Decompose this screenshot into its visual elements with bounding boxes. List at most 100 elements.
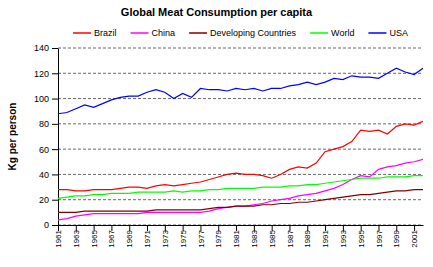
x-tick: 1987 [286, 225, 295, 248]
x-tick: 1999 [392, 225, 401, 248]
x-tick: 1965 [90, 225, 99, 248]
lines [58, 68, 423, 220]
x-tick: 1981 [232, 225, 241, 248]
y-axis: 0 20 40 60 80 100 120 140 [34, 43, 59, 230]
x-tick-label: 1989 [303, 229, 312, 247]
x-tick: 1969 [125, 225, 134, 248]
grid [58, 48, 423, 225]
y-tick: 120 [34, 69, 58, 79]
x-tick: 1971 [143, 225, 152, 248]
x-tick-label: 1971 [143, 229, 152, 247]
x-tick: 1977 [196, 225, 205, 248]
grid-line [58, 48, 423, 49]
legend-swatch [368, 32, 386, 34]
x-tick-label: 1973 [161, 229, 170, 247]
grid-line [58, 149, 423, 150]
legend: Brazil China Developing Countries World USA [73, 28, 408, 38]
y-tick-mark [52, 200, 58, 201]
y-tick-mark [52, 99, 58, 100]
legend-swatch [73, 32, 91, 34]
x-tick-label: 1979 [214, 229, 223, 247]
x-tick-label: 1965 [90, 229, 99, 247]
x-tick-label: 2001 [410, 229, 419, 247]
legend-label: World [331, 28, 354, 38]
x-tick-label: 1975 [179, 229, 188, 247]
legend-item: China [131, 28, 176, 38]
x-tick-label: 1967 [107, 229, 116, 247]
x-tick: 1989 [303, 225, 312, 248]
x-tick-label: 1983 [250, 229, 259, 247]
x-tick-label: 1995 [357, 229, 366, 247]
legend-label: Developing Countries [210, 28, 297, 38]
y-tick-mark [52, 48, 58, 49]
legend-swatch [131, 32, 149, 34]
legend-item: World [310, 28, 354, 38]
grid-line [58, 225, 423, 226]
y-tick: 80 [39, 119, 58, 129]
series-line [58, 176, 423, 199]
x-tick-label: 1977 [196, 229, 205, 247]
x-tick-label: 1991 [321, 229, 330, 247]
series-line [58, 121, 423, 191]
y-tick: 60 [39, 145, 58, 155]
series-line [58, 68, 423, 114]
x-axis-line [59, 225, 424, 226]
y-tick-label: 140 [34, 43, 49, 53]
x-tick-label: 1961 [54, 229, 63, 247]
x-tick-label: 1997 [375, 229, 384, 247]
x-tick-label: 1969 [125, 229, 134, 247]
x-tick-label: 1987 [286, 229, 295, 247]
y-tick-label: 40 [39, 170, 49, 180]
x-tick-label: 1981 [232, 229, 241, 247]
x-tick: 1973 [161, 225, 170, 248]
y-tick-mark [52, 225, 58, 226]
plot: 0204060801001201401961196319651967196919… [34, 43, 424, 247]
x-tick-label: 1963 [72, 229, 81, 247]
x-tick-label: 1999 [392, 229, 401, 247]
y-tick-label: 100 [34, 94, 49, 104]
legend-swatch [189, 32, 207, 34]
legend-swatch [310, 32, 328, 34]
y-tick: 100 [34, 94, 58, 104]
legend-item: Developing Countries [189, 28, 297, 38]
x-tick: 1995 [357, 225, 366, 248]
grid-line [58, 123, 423, 124]
y-tick-mark [52, 174, 58, 175]
y-axis-title: Kg per person [7, 103, 18, 171]
y-tick: 140 [34, 43, 58, 53]
legend-label: China [152, 28, 176, 38]
y-tick: 0 [44, 220, 58, 230]
x-tick-label: 1993 [339, 229, 348, 247]
x-tick: 1985 [268, 225, 277, 248]
x-tick: 1961 [54, 225, 63, 248]
x-tick: 1991 [321, 225, 330, 248]
x-tick: 1993 [339, 225, 348, 248]
legend-label: Brazil [94, 28, 117, 38]
y-tick-label: 120 [34, 69, 49, 79]
grid-line [58, 199, 423, 200]
x-tick: 1997 [375, 225, 384, 248]
x-tick: 1975 [179, 225, 188, 248]
x-tick: 1979 [214, 225, 223, 248]
x-tick: 1983 [250, 225, 259, 248]
chart: Global Meat Consumption per capita 0 20 40 6… [0, 0, 433, 267]
series-line [58, 159, 423, 220]
grid-line [58, 73, 423, 74]
x-tick: 1967 [107, 225, 116, 248]
legend-label: USA [389, 28, 408, 38]
title: Global Meat Consumption per capita [121, 6, 313, 18]
y-tick-label: 60 [39, 145, 49, 155]
x-tick-label: 1985 [268, 229, 277, 247]
x-axis: 1961 1963 1965 1967 1969 1971 1973 1975 1977 1979… [54, 225, 423, 248]
x-tick: 1963 [72, 225, 81, 248]
y-tick-label: 80 [39, 119, 49, 129]
legend-item: USA [368, 28, 408, 38]
legend-item: Brazil [73, 28, 117, 38]
y-tick-label: 0 [44, 220, 49, 230]
y-tick: 20 [39, 195, 58, 205]
y-tick: 40 [39, 170, 58, 180]
y-tick-label: 20 [39, 195, 49, 205]
y-tick-mark [52, 149, 58, 150]
y-tick-mark [52, 73, 58, 74]
x-tick: 2001 [410, 225, 419, 248]
